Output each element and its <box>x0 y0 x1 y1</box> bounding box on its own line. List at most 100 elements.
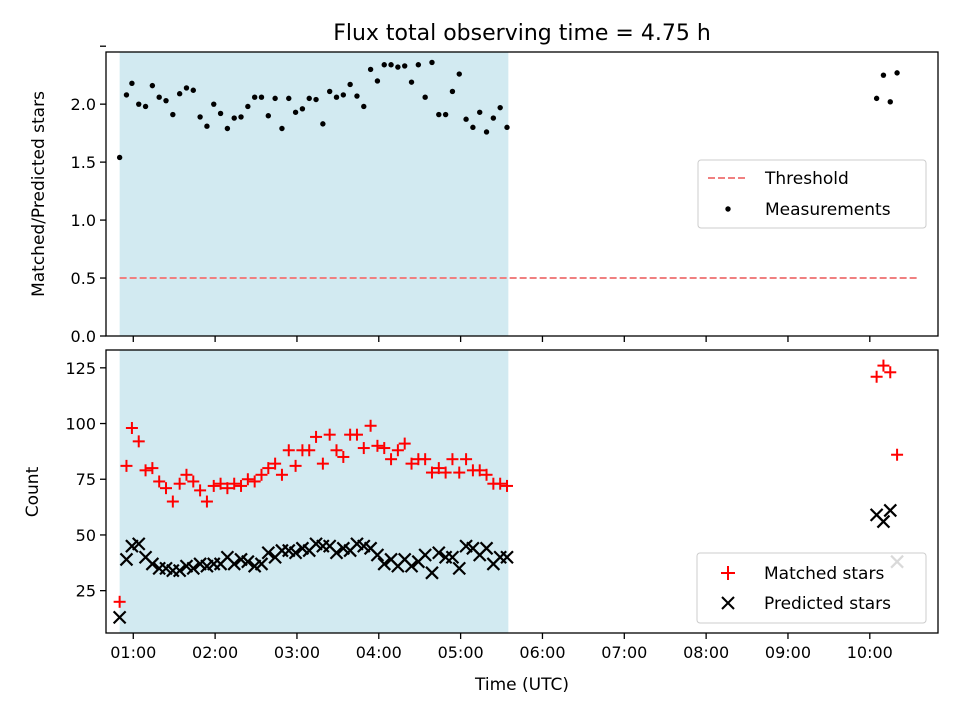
matched-star-point <box>160 482 173 495</box>
measurement-point <box>333 94 340 100</box>
matched-star-point <box>132 435 145 448</box>
matched-star-point <box>275 468 288 481</box>
bottom-y-tick-label: 75 <box>76 470 96 489</box>
measurement-point <box>306 95 312 102</box>
top-y-axis-label: Matched/Predicted stars <box>29 91 49 297</box>
top-y-tick-label: 1.5 <box>71 153 96 172</box>
matched-star-point <box>125 421 138 434</box>
measurement-point <box>436 111 442 118</box>
matched-star-point <box>350 428 363 441</box>
predicted-star-point <box>445 550 460 565</box>
matched-star-point <box>453 466 466 479</box>
predicted-star-point <box>119 552 134 567</box>
x-tick-label: 08:00 <box>683 643 729 662</box>
matched-star-point <box>113 595 126 608</box>
top-y-tick-label: 0.0 <box>71 327 96 346</box>
measurement-point <box>429 59 435 66</box>
matched-star-point <box>323 428 336 441</box>
matched-star-point <box>180 468 193 481</box>
predicted-star-point <box>883 503 898 518</box>
measurement-point <box>129 80 135 86</box>
measurement-point <box>442 111 449 118</box>
top-x-ticks <box>132 336 871 342</box>
measurement-point <box>402 63 408 69</box>
bottom-plot-frame <box>105 349 939 634</box>
top-legend-box <box>697 159 927 229</box>
matched-star-point <box>425 466 438 479</box>
predicted-star-point <box>131 537 146 551</box>
measurement-point <box>251 94 258 100</box>
matched-star-point <box>870 370 883 383</box>
threshold-legend-label: Threshold <box>764 169 849 189</box>
measurement-point <box>176 91 183 97</box>
measurement-point <box>224 125 231 132</box>
measurement-point <box>395 64 401 70</box>
matched-star-point <box>494 477 507 490</box>
measurement-point <box>354 93 360 99</box>
matched-star-point <box>439 466 452 479</box>
matched-star-point <box>877 359 890 372</box>
measurement-point <box>299 106 306 112</box>
measurement-point <box>388 62 394 68</box>
chart-title: Flux total observing time = 4.75 h <box>333 21 711 46</box>
measurement-point <box>123 92 130 98</box>
top-panel: 0.00.51.01.52.0 Matched/Predicted stars … <box>29 45 939 346</box>
measurement-point <box>217 110 224 117</box>
predicted-star-point <box>432 546 446 560</box>
measurement-point <box>497 104 503 111</box>
measurement-point <box>320 121 326 127</box>
measurement-point <box>183 85 190 91</box>
matched-star-point <box>228 477 241 490</box>
matched-star-point <box>432 462 445 475</box>
top-y-tick-label: 1.0 <box>71 211 96 230</box>
measurement-point <box>422 94 428 100</box>
bottom-legend-box <box>696 552 927 624</box>
matched-star-point <box>357 442 370 455</box>
bottom-shaded-interval <box>119 350 509 633</box>
bottom-marks <box>112 359 904 625</box>
measurement-point <box>265 113 272 119</box>
measurement-point <box>880 72 887 78</box>
top-legend: Threshold Measurements <box>697 159 927 229</box>
measurement-point <box>361 103 367 110</box>
matched-star-point <box>405 457 418 470</box>
bottom-y-tick-label: 125 <box>65 359 96 378</box>
matched-star-point <box>446 453 459 466</box>
predicted-star-point <box>370 548 385 562</box>
predicted-star-point <box>288 546 303 560</box>
matched-star-point <box>303 444 316 457</box>
x-tick-label: 06:00 <box>519 643 565 662</box>
predicted-star-point <box>261 546 276 560</box>
predicted-star-point <box>227 557 241 571</box>
predicted-star-point <box>254 557 269 571</box>
top-y-axis: 0.0 0.5 1.0 1.5 2.0 <box>71 45 106 346</box>
x-axis-label: Time (UTC) <box>474 675 569 695</box>
x-tick-label: 07:00 <box>601 643 647 662</box>
matched-star-point <box>207 479 220 492</box>
matched-star-point <box>316 457 329 470</box>
predicted-star-point <box>377 557 392 571</box>
measurement-point <box>238 114 244 120</box>
matched-stars-legend-swatch <box>721 566 735 580</box>
bottom-y-tick-label: 25 <box>76 582 96 601</box>
matched-star-point <box>480 468 493 481</box>
matched-star-point <box>378 442 391 455</box>
predicted-star-point <box>172 563 187 578</box>
matched-star-point <box>289 459 302 472</box>
matched-star-point <box>460 453 473 466</box>
matched-star-point <box>364 419 377 432</box>
matched-star-point <box>221 482 234 495</box>
measurement-point <box>449 88 456 95</box>
measurement-point <box>347 81 353 88</box>
matched-star-point <box>194 484 207 497</box>
matched-star-point <box>255 468 268 481</box>
bottom-legend: Matched stars Predicted stars <box>696 552 927 624</box>
matched-star-point <box>262 462 275 475</box>
measurement-point <box>381 62 387 68</box>
x-tick-label: 01:00 <box>110 643 156 662</box>
measurement-point <box>211 101 217 107</box>
predicted-star-point <box>500 550 514 565</box>
matched-star-point <box>891 448 904 461</box>
predicted-star-point <box>241 554 255 569</box>
measurement-point <box>326 88 333 95</box>
